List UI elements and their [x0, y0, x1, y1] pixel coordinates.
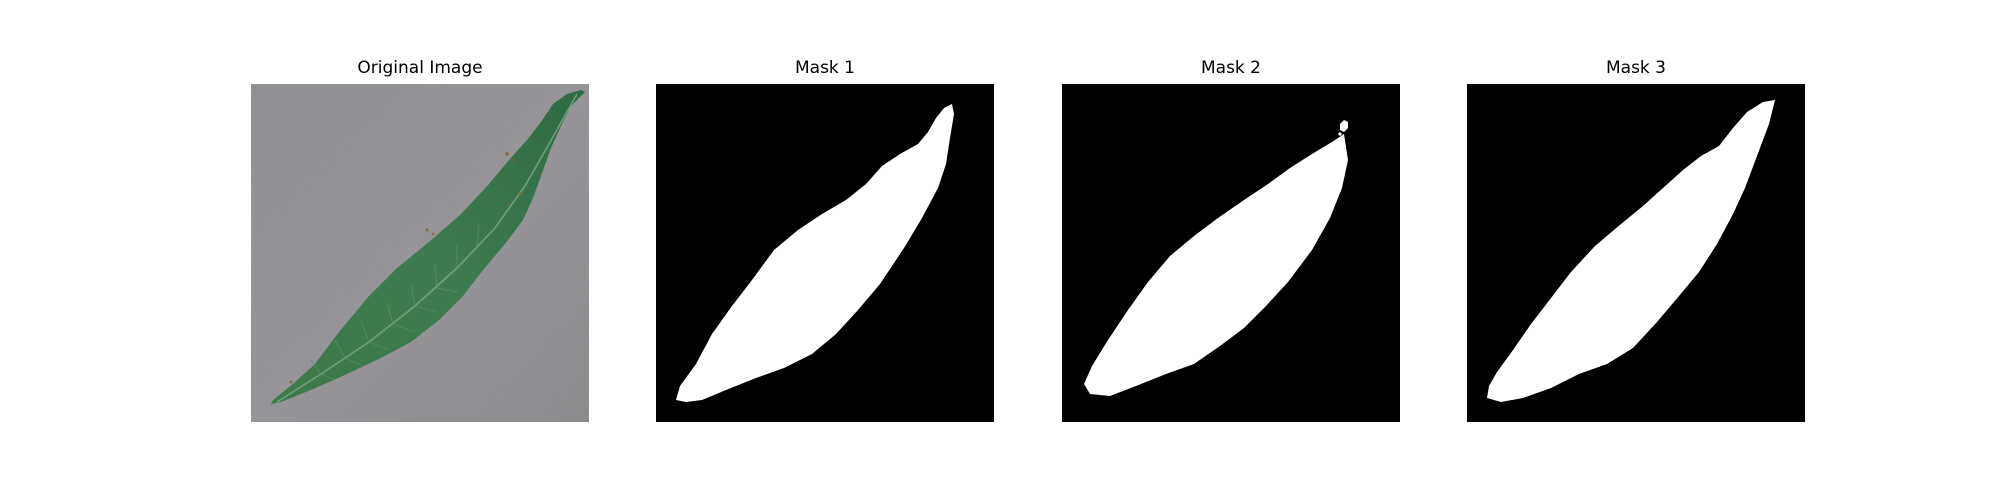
mask-2-image — [1062, 84, 1400, 422]
mask-2-panel: Mask 2 — [1062, 56, 1400, 422]
mask-3-image — [1467, 84, 1805, 422]
original-leaf-photo — [251, 84, 589, 422]
mask-1-foreground — [676, 104, 954, 402]
panel-title-original-image: Original Image — [357, 58, 483, 78]
leaf-shape — [271, 90, 585, 404]
panel-title-mask-2: Mask 2 — [1200, 58, 1261, 78]
mask-1-panel: Mask 1 — [656, 56, 994, 422]
mask-2-tip-fragment — [1340, 120, 1348, 132]
mask-2-foreground — [1084, 134, 1348, 396]
panel-title-mask-3: Mask 3 — [1605, 58, 1666, 78]
mask-3-panel: Mask 3 — [1467, 56, 1805, 422]
panel-title-mask-1: Mask 1 — [794, 58, 855, 78]
mask-1-image — [656, 84, 994, 422]
original-image-panel: Original Image — [251, 56, 589, 422]
leaf-spots — [289, 152, 523, 384]
leaf-veins — [310, 223, 480, 381]
mask-3-foreground — [1487, 100, 1775, 402]
